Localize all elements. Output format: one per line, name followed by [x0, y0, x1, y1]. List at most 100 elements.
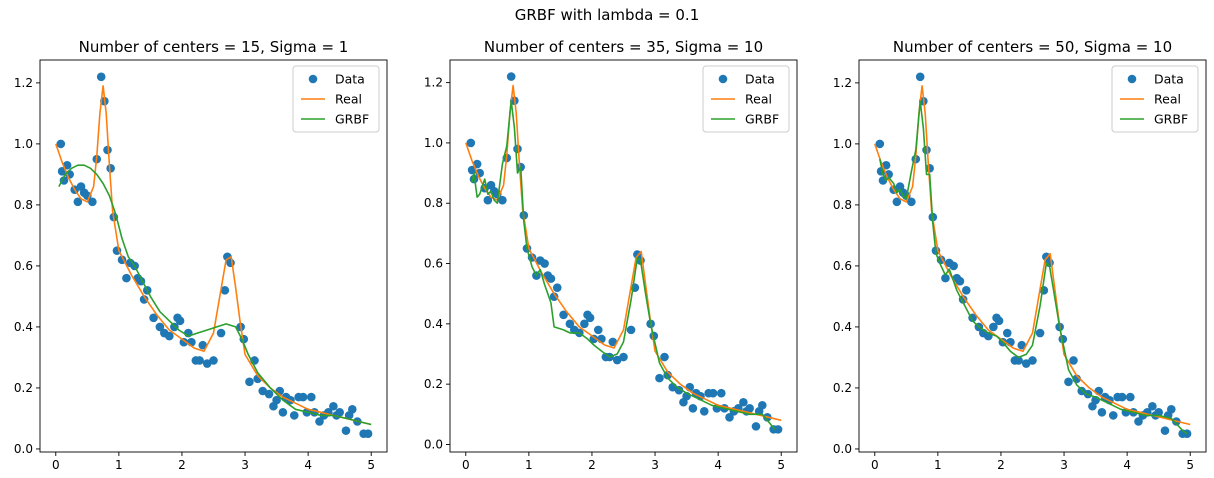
- y-tick-label: 1.2: [833, 76, 852, 90]
- axes-frame: [858, 59, 1207, 453]
- data-point: [989, 322, 998, 332]
- data-point: [540, 259, 549, 268]
- x-tick-label: 5: [777, 458, 785, 472]
- y-tick-label: 0.6: [424, 257, 443, 271]
- y-tick-label: 0.0: [14, 442, 33, 456]
- data-point: [745, 403, 754, 413]
- y-tick-label: 0.2: [14, 381, 33, 395]
- data-point: [925, 163, 934, 173]
- x-tick-label: 3: [241, 458, 249, 472]
- data-point: [915, 72, 925, 82]
- x-tick-label: 4: [1123, 458, 1131, 472]
- x-tick-label: 2: [588, 458, 596, 472]
- plot-area: [465, 72, 783, 434]
- x-tick-label: 1: [934, 458, 942, 472]
- data-point: [1134, 417, 1143, 426]
- data-point: [725, 413, 734, 422]
- legend-label: GRBF: [1154, 112, 1188, 127]
- data-point: [552, 283, 562, 292]
- x-tick-label: 1: [115, 458, 123, 472]
- data-point: [559, 310, 568, 320]
- legend-marker-data: [1127, 74, 1137, 84]
- data-point: [170, 322, 179, 332]
- data-point: [209, 356, 218, 365]
- x-tick-label: 4: [714, 458, 722, 472]
- real-curve: [874, 85, 1191, 426]
- data-point: [1125, 392, 1135, 402]
- data-point: [466, 138, 476, 148]
- data-point: [994, 316, 1004, 326]
- data-point: [88, 197, 97, 207]
- data-point: [198, 340, 208, 350]
- figure-suptitle: GRBF with lambda = 0.1: [514, 6, 700, 24]
- data-point: [1028, 356, 1037, 365]
- data-point: [264, 389, 274, 399]
- data-point: [1097, 408, 1107, 417]
- data-point: [941, 273, 950, 283]
- axes-frame: [39, 59, 388, 453]
- y-tick-label: 0.6: [14, 259, 33, 273]
- x-tick-label: 4: [304, 458, 312, 472]
- data-point: [626, 325, 636, 335]
- grbf-curve: [58, 164, 372, 426]
- data-point: [655, 373, 664, 383]
- data-point: [1069, 356, 1078, 365]
- data-point: [103, 145, 112, 155]
- data-point: [660, 352, 669, 362]
- data-point: [1154, 408, 1163, 417]
- data-point: [56, 139, 66, 149]
- real-curve: [55, 85, 372, 426]
- data-point: [699, 406, 709, 416]
- data-point: [363, 429, 373, 438]
- y-tick-label: 1.0: [14, 137, 33, 151]
- legend-label: Data: [745, 72, 775, 87]
- legend: Data Real GRBF: [702, 65, 790, 133]
- data-point: [483, 195, 493, 205]
- data-point: [175, 316, 185, 326]
- data-point: [149, 313, 158, 323]
- subplot-title: Number of centers = 15, Sigma = 1: [79, 38, 349, 56]
- subplot-title: Number of centers = 35, Sigma = 10: [484, 38, 763, 56]
- legend-marker-data: [718, 74, 728, 84]
- plot-area: [55, 72, 373, 438]
- data-point: [949, 261, 958, 271]
- axes-frame: [449, 59, 798, 453]
- data-point: [155, 322, 165, 332]
- data-point: [245, 377, 254, 387]
- x-tick-label: 5: [1186, 458, 1194, 472]
- data-point: [549, 292, 559, 302]
- data-point: [278, 408, 288, 417]
- data-point: [1148, 401, 1157, 411]
- legend-label: GRBF: [335, 112, 369, 127]
- y-tick-label: 0.6: [833, 259, 852, 273]
- legend-label: Real: [1154, 92, 1181, 107]
- data-point: [298, 392, 308, 402]
- data-point: [565, 319, 575, 329]
- y-tick-label: 0.4: [14, 320, 33, 334]
- x-tick-label: 0: [52, 458, 60, 472]
- data-point: [306, 392, 316, 402]
- y-tick-label: 0.4: [424, 317, 443, 331]
- subplot-1: Number of centers = 15, Sigma = 1 0 1 2 3 4 5 0…: [14, 38, 388, 472]
- x-tick-label: 1: [525, 458, 533, 472]
- data-point: [1117, 392, 1127, 402]
- grbf-curve: [879, 100, 1188, 435]
- legend-label: Real: [335, 92, 362, 107]
- data-point: [892, 197, 902, 207]
- data-point: [589, 334, 599, 344]
- data-point: [335, 408, 344, 417]
- data-point: [122, 273, 131, 283]
- y-tick-label: 1.0: [833, 137, 852, 151]
- data-point: [498, 195, 507, 205]
- data-point: [708, 388, 718, 398]
- data-point: [506, 72, 516, 81]
- data-point: [955, 276, 965, 286]
- y-tick-label: 0.2: [424, 377, 443, 391]
- data-point: [195, 356, 204, 365]
- x-tick-label: 0: [462, 458, 470, 472]
- data-point: [585, 313, 595, 323]
- x-tick-label: 0: [871, 458, 879, 472]
- data-point: [348, 404, 357, 414]
- data-point: [907, 197, 916, 207]
- data-point: [272, 395, 281, 405]
